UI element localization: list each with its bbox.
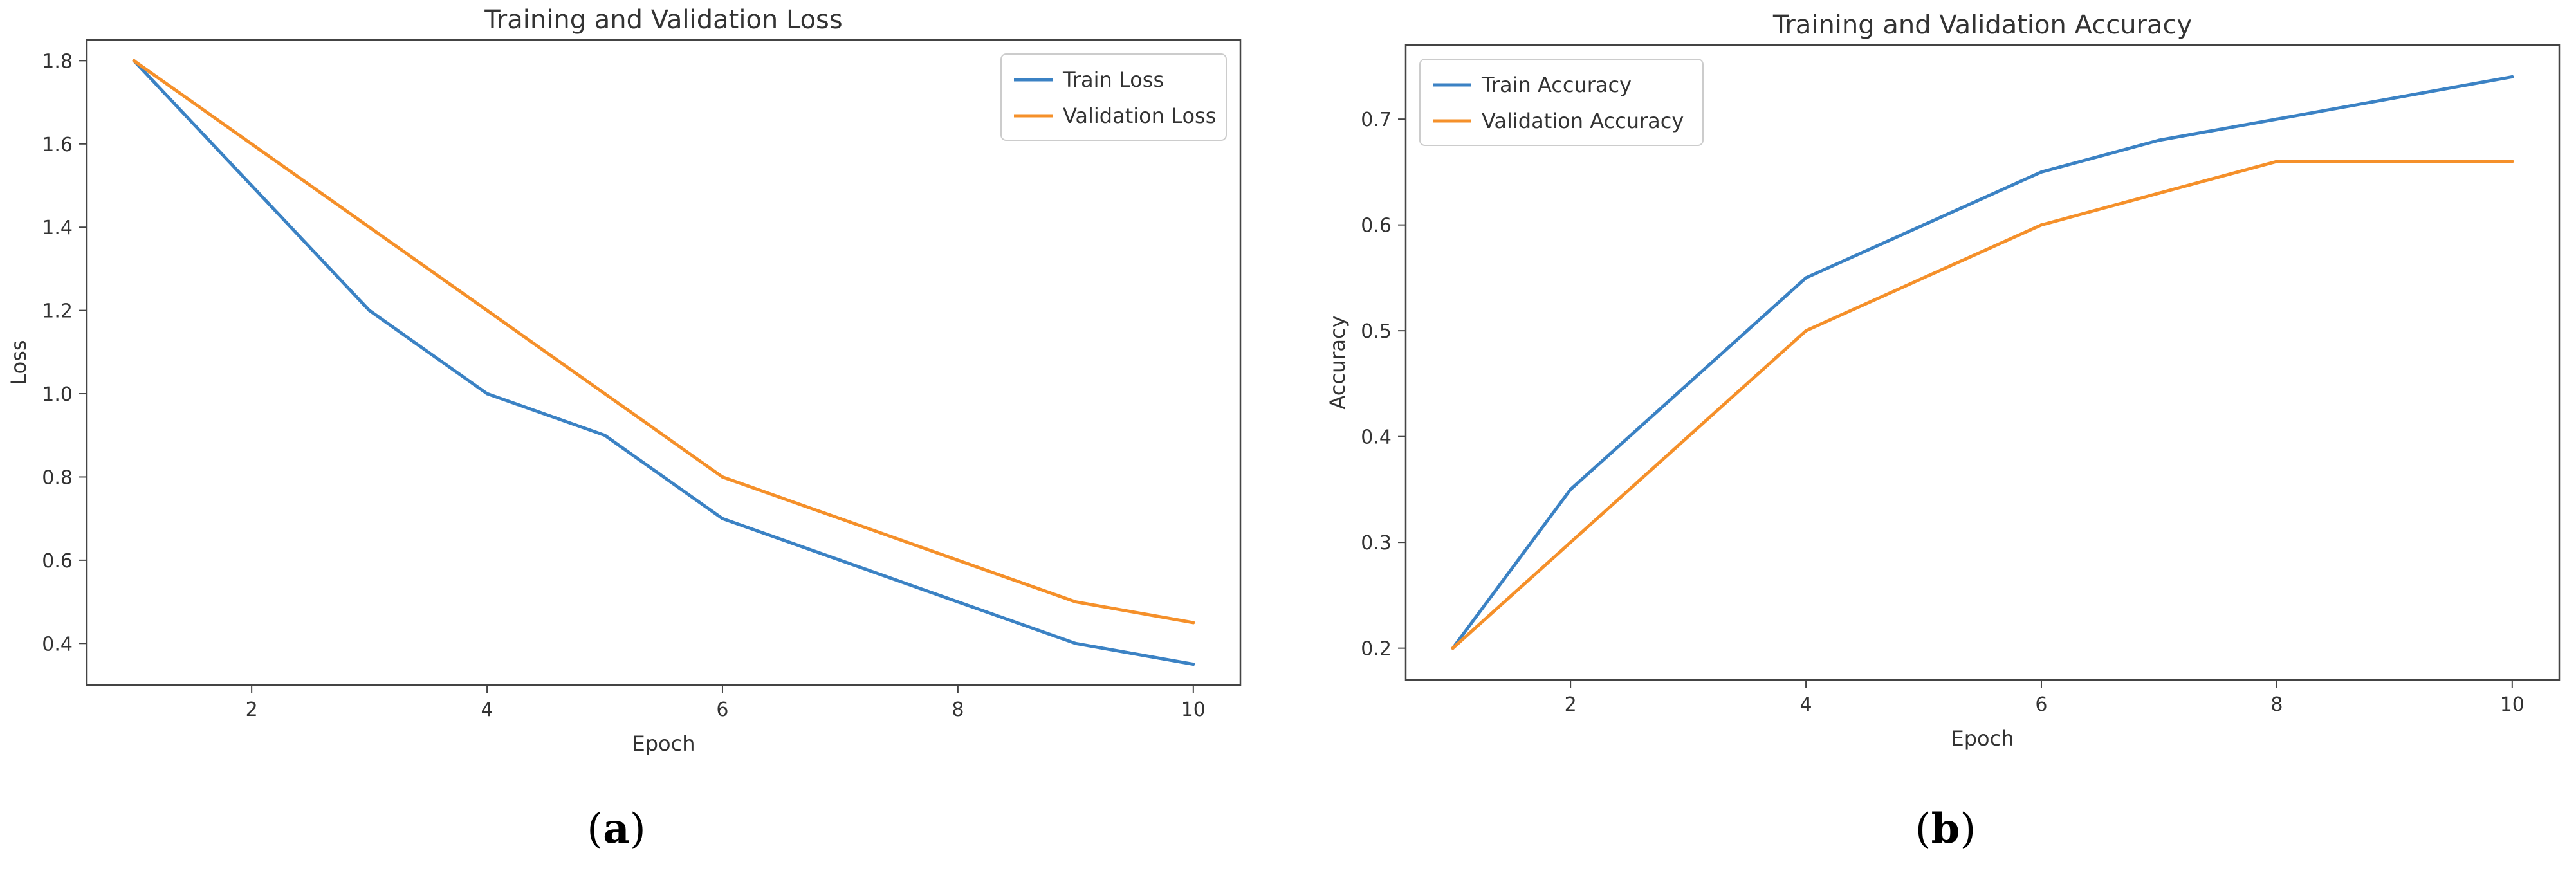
data-point <box>1451 646 1455 650</box>
plot-frame <box>86 39 1242 686</box>
y-tick-label: 0.4 <box>42 633 73 655</box>
x-tick-label: 2 <box>246 699 258 721</box>
caption-close: ) <box>630 805 646 853</box>
legend-label: Train Accuracy <box>1481 73 1632 97</box>
y-tick-label: 1.4 <box>42 217 73 239</box>
x-tick-label: 6 <box>2035 693 2047 716</box>
caption-close: ) <box>1960 805 1976 853</box>
chart-panel-2: Training and Validation Accuracy 2 4 6 8 10 0.… <box>1325 10 2561 751</box>
caption-open: ( <box>1915 805 1931 853</box>
x-tick-label: 4 <box>1800 693 1812 716</box>
y-axis-label: Accuracy <box>1325 315 1350 409</box>
y-tick-label: 1.0 <box>42 383 73 406</box>
x-tick-label: 10 <box>2500 693 2525 716</box>
y-tick-label: 0.2 <box>1361 638 1392 661</box>
x-tick-label: 6 <box>716 699 728 721</box>
data-point <box>956 558 960 562</box>
x-tick-label: 8 <box>2270 693 2283 716</box>
x-axis-label: Epoch <box>1951 726 2014 751</box>
data-point <box>2275 160 2279 163</box>
figure-caption: (a) <box>587 805 645 853</box>
figure-caption: (b) <box>1915 805 1976 853</box>
y-tick-label: 0.5 <box>1361 320 1392 343</box>
data-point <box>721 475 724 479</box>
data-point <box>2393 96 2397 100</box>
data-point <box>2393 160 2397 163</box>
data-point <box>132 59 136 62</box>
data-point <box>838 517 842 520</box>
data-point <box>603 392 607 396</box>
data-point <box>1074 600 1078 604</box>
data-point <box>1922 223 1926 227</box>
series-line-validation-loss <box>132 59 1195 625</box>
data-point <box>485 392 489 396</box>
x-tick-label: 8 <box>952 699 964 721</box>
legend-label: Validation Accuracy <box>1482 109 1684 133</box>
data-point <box>1569 540 1572 544</box>
y-tick-label: 1.6 <box>42 134 73 156</box>
caption-letter: a <box>603 805 629 853</box>
chart-title: Training and Validation Loss <box>484 5 842 35</box>
y-tick-label: 0.4 <box>1361 426 1392 449</box>
caption-open: ( <box>587 805 603 853</box>
legend-box <box>1419 59 1704 146</box>
data-point <box>2510 75 2514 78</box>
x-tick-label: 2 <box>1565 693 1577 716</box>
caption-letter: b <box>1931 805 1960 853</box>
data-point <box>956 600 960 604</box>
data-point <box>367 225 371 229</box>
data-point <box>2510 160 2514 163</box>
data-point <box>250 142 253 146</box>
series-line-validation-accuracy <box>1451 160 2514 650</box>
y-tick-label: 0.6 <box>42 550 73 573</box>
legend-label: Train Loss <box>1062 68 1164 92</box>
y-tick-label: 1.8 <box>42 50 73 73</box>
data-point <box>2157 191 2161 195</box>
data-point <box>1804 329 1808 333</box>
data-point <box>367 309 371 313</box>
data-point <box>838 558 842 562</box>
data-point <box>1191 621 1195 625</box>
data-point <box>250 183 253 187</box>
y-tick-label: 1.2 <box>42 300 73 323</box>
chart-title: Training and Validation Accuracy <box>1772 10 2192 40</box>
plot-frame <box>1404 44 2561 681</box>
data-point <box>2275 117 2279 121</box>
data-point <box>721 517 724 520</box>
y-tick-label: 0.8 <box>42 466 73 489</box>
data-point <box>2039 170 2043 174</box>
y-axis-label: Loss <box>6 340 31 385</box>
y-tick-label: 0.6 <box>1361 215 1392 237</box>
x-axis-label: Epoch <box>632 731 695 756</box>
series-line-train-accuracy <box>1451 75 2514 650</box>
x-tick-label: 4 <box>481 699 493 721</box>
data-point <box>1686 381 1690 385</box>
legend: Train Loss Validation Loss <box>1000 53 1227 141</box>
y-tick-label: 0.7 <box>1361 109 1392 131</box>
chart-panel-1: Training and Validation Loss 2 4 6 8 10 0.4 0.6… <box>6 5 1242 756</box>
series-line-train-loss <box>132 59 1195 666</box>
data-point <box>1074 641 1078 645</box>
data-point <box>1569 488 1572 491</box>
data-point <box>2039 223 2043 227</box>
data-point <box>603 434 607 437</box>
data-point <box>1804 276 1808 280</box>
x-tick-label: 10 <box>1181 699 1206 721</box>
legend-label: Validation Loss <box>1063 104 1216 128</box>
data-point <box>1922 276 1926 280</box>
y-tick-label: 0.3 <box>1361 532 1392 555</box>
data-point <box>2157 138 2161 142</box>
data-point <box>1191 663 1195 666</box>
data-point <box>1686 435 1690 439</box>
legend-box <box>1000 53 1227 141</box>
data-point <box>485 309 489 313</box>
legend: Train Accuracy Validation Accuracy <box>1419 59 1704 146</box>
